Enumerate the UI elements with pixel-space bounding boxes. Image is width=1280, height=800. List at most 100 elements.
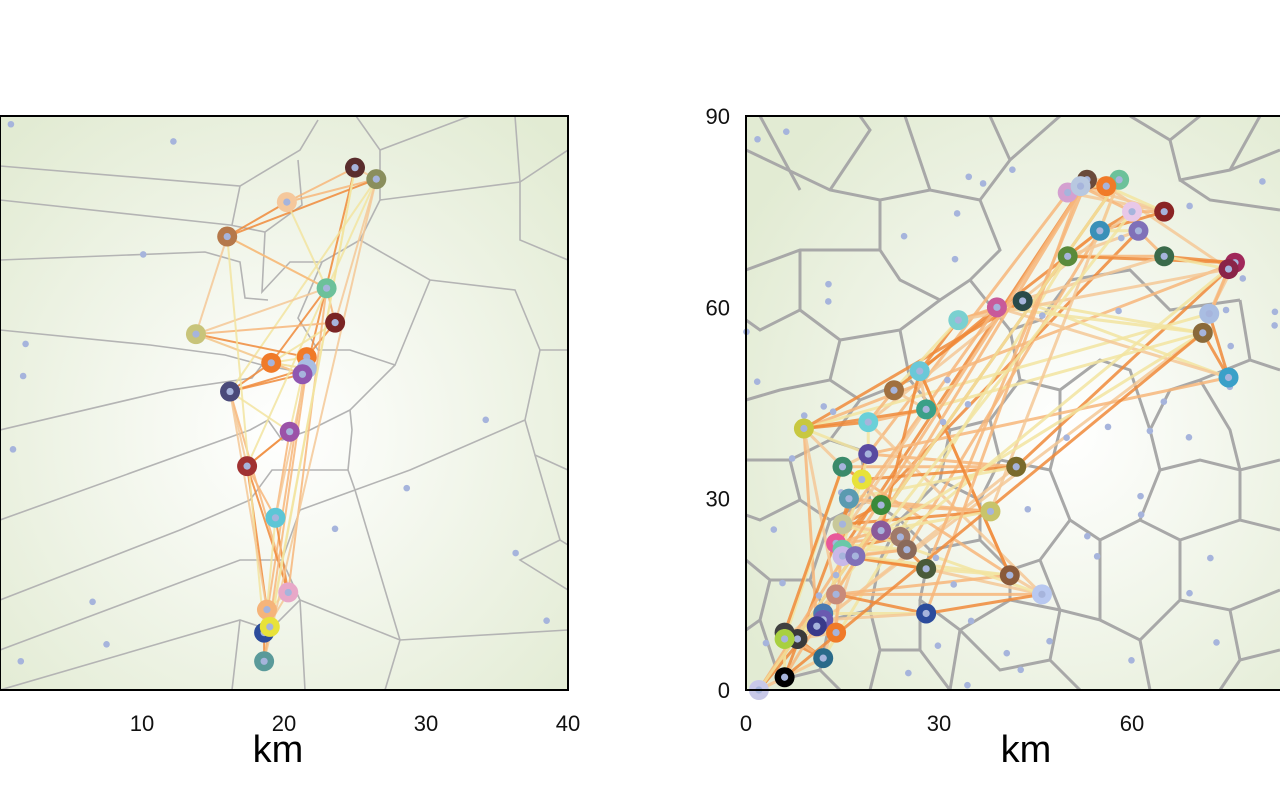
right-link xyxy=(802,428,838,595)
right-small-dot xyxy=(829,408,837,416)
right-link xyxy=(835,573,1010,596)
left-x-ticks: 10 20 30 40 xyxy=(130,711,580,736)
left-link xyxy=(195,236,229,335)
right-marker xyxy=(896,539,917,560)
right-marker-center xyxy=(1115,176,1123,184)
right-marker-center xyxy=(1199,329,1207,337)
right-small-dot xyxy=(1084,532,1091,540)
left-marker-center xyxy=(260,657,268,665)
right-small-dot xyxy=(934,642,942,650)
right-small-dot xyxy=(1128,657,1135,664)
right-small-dot xyxy=(932,554,940,562)
left-small-dot xyxy=(331,525,339,533)
left-link xyxy=(286,166,356,203)
right-marker xyxy=(986,297,1007,318)
right-marker xyxy=(1192,322,1213,343)
left-panel: 10 20 30 40 km xyxy=(0,115,580,771)
left-link xyxy=(263,178,378,662)
right-small-dot xyxy=(1046,637,1053,645)
right-marker xyxy=(774,667,795,688)
right-small-dot xyxy=(1117,234,1125,242)
left-link xyxy=(274,368,308,519)
left-marker xyxy=(278,582,299,603)
left-marker xyxy=(292,364,313,385)
right-marker xyxy=(1012,290,1033,311)
right-marker-center xyxy=(1128,208,1136,216)
right-marker xyxy=(871,520,892,541)
right-link xyxy=(926,567,1010,577)
right-link xyxy=(757,178,1089,690)
right-marker-center xyxy=(813,622,821,630)
right-marker-center xyxy=(781,635,789,643)
right-small-dot xyxy=(770,526,778,533)
right-marker-center xyxy=(877,526,885,535)
right-marker-center xyxy=(903,546,911,554)
right-link xyxy=(892,319,960,392)
right-marker-center xyxy=(851,552,859,560)
left-marker-center xyxy=(372,175,380,183)
right-marker xyxy=(826,622,847,643)
left-marker xyxy=(256,599,277,620)
right-small-dot xyxy=(965,173,973,181)
right-x-tick-label: 30 xyxy=(927,711,951,736)
right-marker-center xyxy=(845,495,853,503)
left-marker xyxy=(259,616,280,637)
left-marker-center xyxy=(266,623,274,631)
right-small-dot xyxy=(1024,505,1032,513)
left-small-dot xyxy=(482,416,490,424)
right-small-dot xyxy=(951,255,959,263)
right-small-dot xyxy=(939,418,947,426)
right-small-dot xyxy=(1093,553,1101,560)
left-small-dot xyxy=(17,657,25,665)
right-small-dot xyxy=(1222,306,1230,314)
right-marker xyxy=(858,412,879,433)
right-small-dot xyxy=(1239,275,1247,282)
right-small-dot xyxy=(967,617,975,625)
right-marker-center xyxy=(858,475,866,484)
right-marker xyxy=(806,616,827,637)
left-marker-center xyxy=(223,232,231,241)
right-marker xyxy=(845,546,866,567)
right-x-axis-label: km xyxy=(1001,729,1052,771)
left-marker-center xyxy=(323,284,331,292)
right-marker-center xyxy=(838,463,847,471)
left-link xyxy=(286,178,377,204)
right-marker-center xyxy=(832,590,840,598)
left-marker xyxy=(265,507,286,528)
left-x-tick-label: 10 xyxy=(130,711,154,736)
left-marker xyxy=(237,456,258,477)
left-marker-center xyxy=(284,588,292,597)
left-marker xyxy=(217,226,238,247)
right-marker xyxy=(826,584,847,605)
left-small-dot xyxy=(89,598,96,606)
right-marker xyxy=(838,488,859,509)
right-small-dot xyxy=(800,412,808,419)
right-small-dot xyxy=(1137,492,1144,500)
right-marker xyxy=(916,399,937,420)
left-small-dot xyxy=(19,372,27,380)
right-marker-center xyxy=(864,450,872,458)
right-marker xyxy=(1218,259,1239,280)
right-plot-frame xyxy=(745,115,1280,691)
right-marker-center xyxy=(1006,571,1014,579)
right-y-tick-label: 60 xyxy=(706,295,730,320)
right-marker-center xyxy=(838,520,847,528)
left-marker xyxy=(185,324,206,345)
left-marker xyxy=(366,169,387,190)
right-marker-center xyxy=(1224,265,1233,273)
right-link xyxy=(1080,184,1165,214)
right-voronoi xyxy=(746,116,1280,690)
right-marker xyxy=(1006,456,1027,477)
left-small-dot xyxy=(103,640,110,648)
right-marker-center xyxy=(916,367,924,375)
right-link xyxy=(867,191,1069,455)
right-link xyxy=(860,478,1011,577)
right-small-dot xyxy=(1271,322,1278,329)
left-small-dot xyxy=(543,617,550,624)
right-small-dot xyxy=(1186,202,1193,210)
right-small-dot xyxy=(825,280,832,288)
left-small-dot xyxy=(403,484,411,492)
right-link xyxy=(1067,229,1139,258)
right-marker xyxy=(793,418,814,439)
right-marker xyxy=(871,495,892,516)
